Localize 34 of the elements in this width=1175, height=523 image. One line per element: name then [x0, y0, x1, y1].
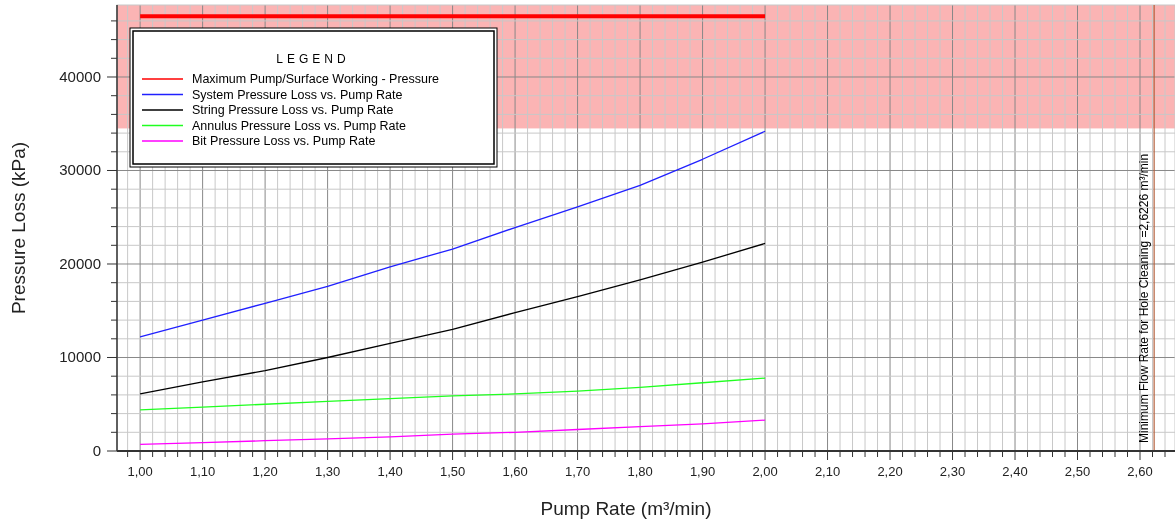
legend-label: String Pressure Loss vs. Pump Rate [192, 103, 394, 117]
x-tick-label: 1,80 [627, 464, 653, 479]
legend-label: Bit Pressure Loss vs. Pump Rate [192, 134, 376, 148]
x-tick-label: 2,20 [877, 464, 903, 479]
line-series [139, 377, 766, 411]
legend-label: Maximum Pump/Surface Working - Pressure [192, 72, 440, 86]
x-tick-label: 1,40 [377, 464, 403, 479]
x-tick-label: 1,20 [252, 464, 278, 479]
y-tick-label: 10000 [59, 348, 101, 366]
y-tick-label: 40000 [59, 68, 101, 85]
x-axis-title: Pump Rate (m³/min) [540, 498, 712, 519]
y-tick-label: 20000 [59, 255, 101, 272]
x-tick-label: 1,10 [189, 464, 216, 479]
y-axis-title: Pressure Loss (kPa) [8, 141, 29, 315]
x-tick-label: 2,60 [1127, 464, 1153, 479]
ref-line-label: Minimum Flow Rate for Hole Cleaning =2,6226 m³/min [1137, 153, 1152, 443]
x-tick-label: 1,70 [564, 464, 591, 479]
legend-label: Annulus Pressure Loss vs. Pump Rate [192, 118, 407, 133]
legend-title: LEGEND [276, 52, 350, 66]
x-tick-label: 1,90 [689, 464, 716, 479]
line-series [139, 242, 766, 395]
x-tick-label: 1,00 [127, 464, 153, 479]
x-tick-label: 2,40 [1002, 464, 1028, 479]
x-tick-label: 2,00 [752, 464, 778, 479]
x-tick-label: 2,50 [1064, 464, 1091, 479]
y-tick-label: 30000 [59, 161, 101, 179]
x-tick-label: 1,30 [314, 464, 341, 479]
x-tick-label: 1,60 [502, 464, 528, 479]
x-tick-label: 2,30 [939, 464, 966, 479]
line-series [139, 419, 766, 446]
y-tick-label: 0 [92, 442, 101, 459]
x-tick-label: 2,10 [814, 464, 841, 479]
x-tick-label: 1,50 [439, 464, 466, 479]
legend-label: System Pressure Loss vs. Pump Rate [192, 87, 403, 102]
